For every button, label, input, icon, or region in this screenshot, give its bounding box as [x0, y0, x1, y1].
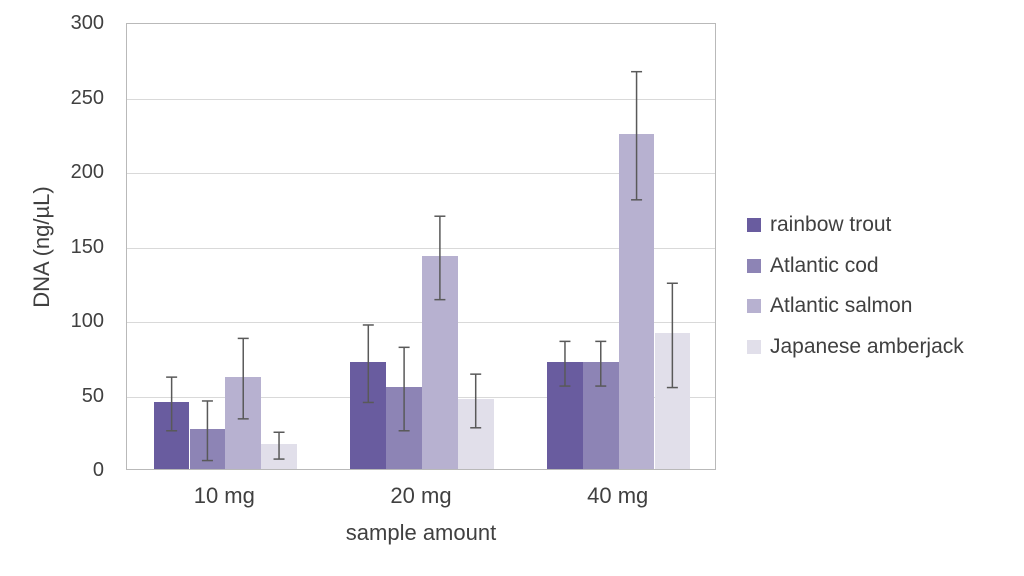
legend-label: Atlantic salmon — [770, 294, 913, 318]
y-axis-tick-label: 250 — [70, 86, 104, 109]
x-axis-tick-label: 20 mg — [390, 483, 452, 508]
legend: rainbow trout Atlantic cod Atlantic salmon… — [747, 205, 964, 367]
legend-item: rainbow trout — [747, 205, 964, 246]
y-axis-tick-label: 200 — [70, 161, 104, 183]
y-axis-tick-label: 150 — [70, 235, 104, 258]
gridline — [127, 173, 715, 174]
gridline — [127, 98, 715, 100]
legend-label: Atlantic cod — [770, 253, 879, 277]
legend-swatch — [747, 258, 761, 273]
x-axis-title: sample amount — [345, 520, 497, 545]
y-axis-tick-label: 50 — [81, 384, 104, 407]
y-axis-tick-label: 100 — [70, 310, 104, 332]
legend-item: Atlantic cod — [747, 246, 964, 287]
legend-item: Japanese amberjack — [747, 327, 964, 368]
plot-area — [126, 23, 716, 470]
y-axis-tick-label: 300 — [70, 12, 104, 34]
legend-label: Japanese amberjack — [770, 334, 964, 358]
legend-label: rainbow trout — [770, 213, 892, 237]
legend-swatch — [747, 339, 761, 354]
legend-item: Atlantic salmon — [747, 286, 964, 327]
x-axis-tick-label: 40 mg — [587, 483, 649, 508]
gridline — [127, 322, 715, 323]
error-bars-layer — [166, 70, 678, 462]
y-axis-tick-label: 0 — [92, 459, 104, 481]
legend-swatch — [747, 299, 761, 314]
gridline — [127, 247, 715, 249]
x-axis-tick-label: 10 mg — [193, 483, 255, 508]
legend-swatch — [747, 218, 761, 233]
